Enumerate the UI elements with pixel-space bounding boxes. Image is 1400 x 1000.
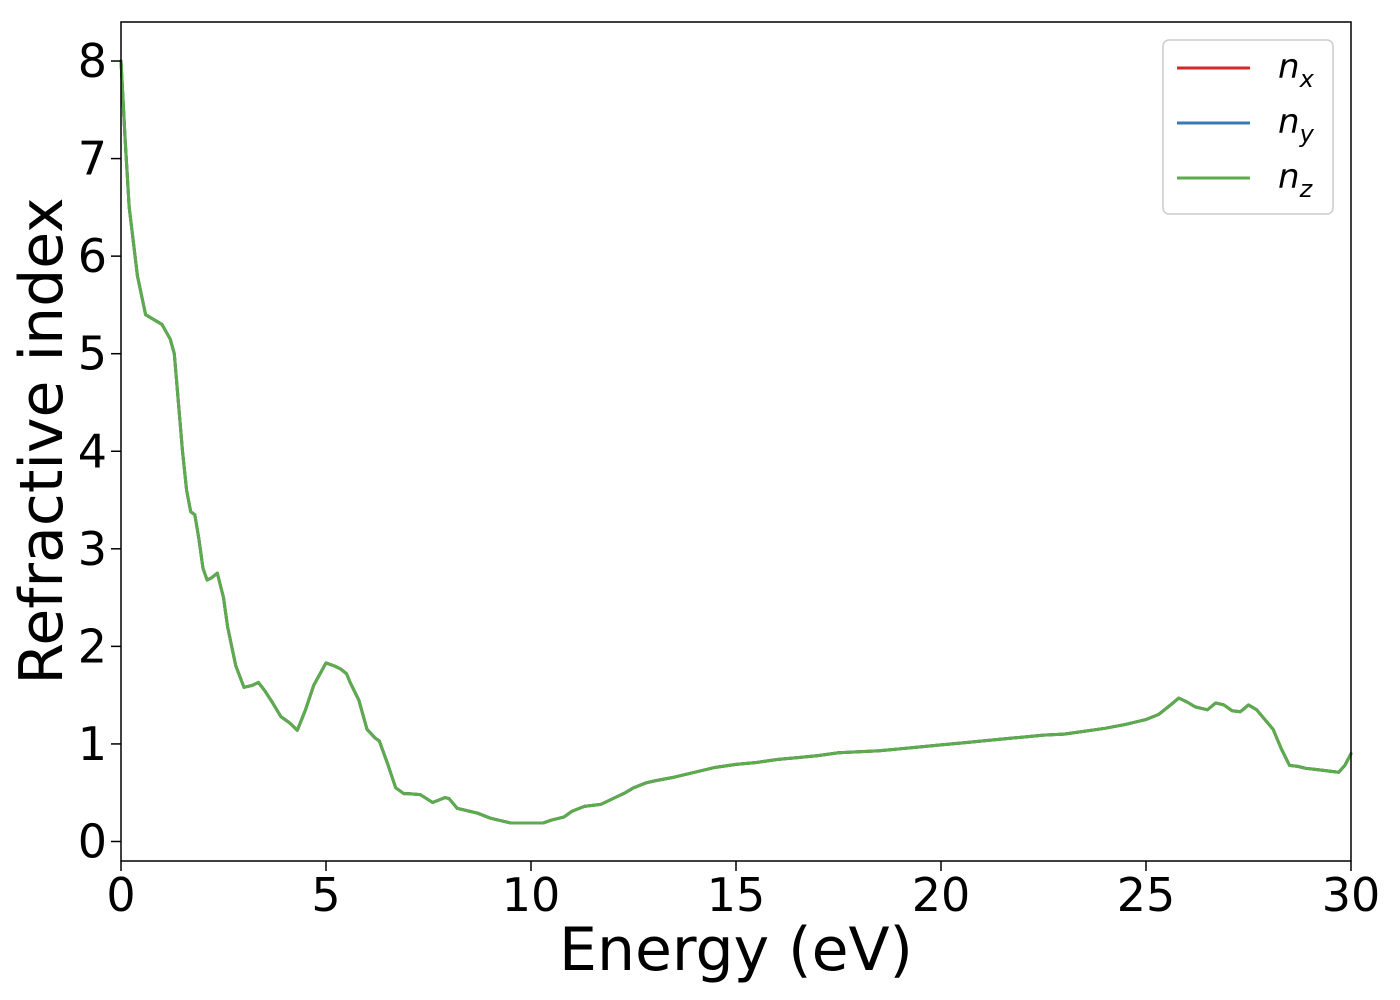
x-tick-label: 5 [311, 868, 340, 922]
y-axis-ticks: 0 1 2 3 4 5 6 7 8 [78, 34, 121, 868]
x-axis-ticks: 0 5 10 15 20 25 30 [106, 861, 1380, 922]
x-tick-label: 20 [912, 868, 971, 922]
y-tick-label: 8 [78, 34, 107, 88]
y-tick-label: 6 [78, 229, 107, 283]
y-tick-label: 2 [78, 619, 107, 673]
x-tick-label: 10 [502, 868, 561, 922]
x-tick-label: 15 [707, 868, 766, 922]
y-tick-label: 1 [78, 717, 107, 771]
y-tick-label: 0 [78, 814, 107, 868]
y-tick-label: 5 [78, 327, 107, 381]
x-tick-label: 25 [1117, 868, 1176, 922]
y-tick-label: 7 [78, 132, 107, 186]
y-tick-label: 3 [78, 522, 107, 576]
series-line-n-z [119, 59, 1353, 825]
x-tick-label: 0 [106, 868, 135, 922]
legend-box [1162, 39, 1334, 215]
plot-area [119, 59, 1353, 825]
y-axis-title: Refractive index [7, 197, 77, 684]
y-tick-label: 4 [78, 424, 107, 478]
x-tick-label: 30 [1322, 868, 1381, 922]
x-axis-title: Energy (eV) [559, 915, 913, 985]
